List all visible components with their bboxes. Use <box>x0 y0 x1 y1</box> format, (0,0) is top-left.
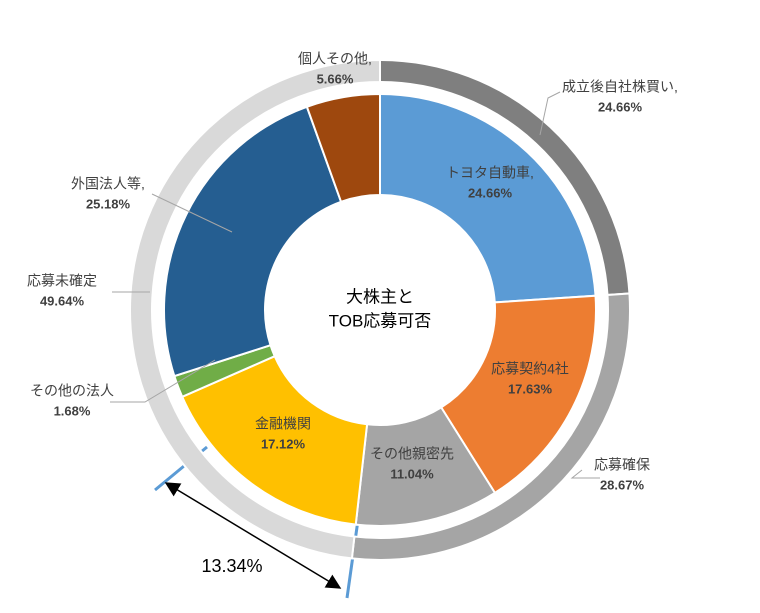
segment <box>439 294 597 495</box>
segment <box>180 354 369 526</box>
segment <box>305 92 381 204</box>
leader-line <box>539 91 561 136</box>
label-value: 5.66% <box>317 71 354 86</box>
segment <box>379 92 597 304</box>
label-name: 応募未確定 <box>27 273 97 289</box>
leader-line <box>110 359 216 403</box>
label-value: 24.66% <box>468 185 513 200</box>
label-value: 1.68% <box>54 403 91 418</box>
center-label: 大株主と <box>346 287 414 306</box>
label-value: 17.63% <box>508 381 553 396</box>
label-name: トヨタ自動車, <box>446 165 534 181</box>
label-name: 個人その他, <box>298 51 372 67</box>
label-name: その他親密先 <box>370 446 454 462</box>
label-value: 28.67% <box>600 477 645 492</box>
label-name: 外国法人等, <box>71 176 145 192</box>
label-name: その他の法人 <box>30 383 114 399</box>
label-name: 応募契約4社 <box>491 361 569 377</box>
label-value: 11.04% <box>390 466 434 481</box>
annotation: 13.34% <box>201 556 262 576</box>
label-value: 25.18% <box>86 196 131 211</box>
label-name: 金融機関 <box>255 416 311 432</box>
label-value: 17.12% <box>261 436 306 451</box>
annotation-arrow <box>164 482 342 589</box>
leader-line <box>151 193 233 233</box>
label-value: 24.66% <box>598 99 643 114</box>
label-name: 成立後自社株買い, <box>562 79 678 95</box>
leader-line <box>570 469 600 479</box>
segment <box>163 105 343 378</box>
label-value: 49.64% <box>40 293 85 308</box>
center-label: TOB応募可否 <box>329 311 432 330</box>
label-name: 応募確保 <box>594 457 650 473</box>
segment <box>129 58 381 560</box>
